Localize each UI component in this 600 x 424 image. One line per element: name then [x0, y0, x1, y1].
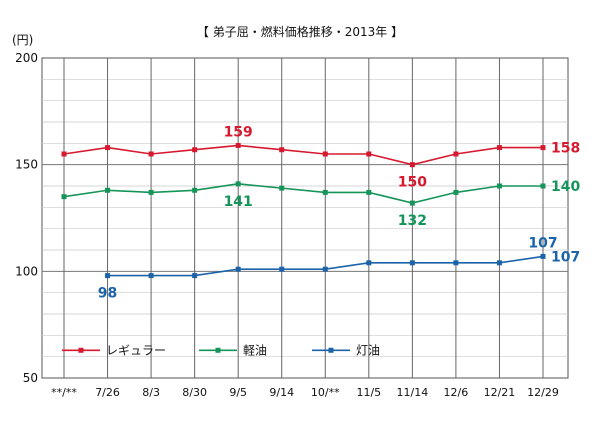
data-label: 132	[398, 213, 427, 229]
data-point	[496, 145, 502, 151]
y-tick-label: 150	[15, 158, 38, 172]
x-tick-label: **/**	[51, 386, 77, 399]
y-tick-label: 200	[15, 51, 38, 65]
legend-label: レギュラー	[106, 343, 166, 357]
data-point	[409, 162, 415, 168]
grid-layer	[41, 57, 569, 379]
chart-title: 【 弟子屈・燃料価格推移・2013年 】	[197, 24, 403, 39]
data-point	[453, 260, 459, 266]
series-layer	[61, 142, 546, 279]
legend-item-1: 軽油	[199, 343, 267, 357]
data-point	[235, 266, 241, 272]
series-line	[63, 144, 543, 166]
data-point	[409, 200, 415, 206]
y-tick-label: 100	[15, 264, 38, 278]
data-point	[105, 187, 111, 193]
legend-label: 軽油	[243, 343, 267, 357]
legend-marker	[78, 347, 84, 353]
data-point	[366, 151, 372, 157]
data-point	[235, 142, 241, 148]
data-label: 158	[551, 141, 580, 157]
x-tick-label: 10/**	[311, 386, 340, 399]
data-point	[453, 189, 459, 195]
data-point	[496, 260, 502, 266]
data-point	[453, 151, 459, 157]
legend-item-0: レギュラー	[62, 343, 166, 357]
data-point	[409, 260, 415, 266]
data-point	[279, 147, 285, 153]
data-label: 107	[528, 235, 557, 251]
legend: レギュラー 軽油 灯油	[62, 343, 380, 357]
plot-frame	[41, 57, 569, 379]
x-tick-label: 9/5	[229, 386, 247, 399]
data-point	[61, 151, 67, 157]
x-tick-label: 12/6	[444, 386, 469, 399]
data-point	[540, 183, 546, 189]
data-point	[148, 151, 154, 157]
series-2	[105, 253, 546, 279]
data-label: 107	[551, 249, 580, 265]
data-point	[105, 145, 111, 151]
data-point	[61, 194, 67, 200]
x-tick-label: 12/21	[484, 386, 516, 399]
legend-item-2: 灯油	[312, 343, 380, 357]
axis-layer: 50 100 150 200 **/** 7/26 8/3 8/30 9/5 9/14 10/** 1…	[15, 51, 559, 399]
data-point	[322, 266, 328, 272]
data-label: 98	[98, 286, 117, 302]
y-tick-label: 50	[23, 371, 38, 385]
x-tick-label: 8/3	[142, 386, 160, 399]
data-point	[366, 189, 372, 195]
data-point	[235, 181, 241, 187]
data-label: 159	[224, 124, 253, 140]
data-point	[496, 183, 502, 189]
data-point	[279, 185, 285, 191]
data-point	[192, 273, 198, 279]
data-point	[192, 187, 198, 193]
series-0	[61, 142, 546, 168]
data-label: 140	[551, 179, 580, 195]
series-1	[61, 181, 546, 206]
data-label: 150	[398, 175, 427, 191]
data-point	[322, 189, 328, 195]
x-tick-label: 7/26	[95, 386, 120, 399]
x-tick-label: 12/29	[527, 386, 559, 399]
x-tick-label: 11/14	[397, 386, 429, 399]
data-point	[148, 189, 154, 195]
data-point	[192, 147, 198, 153]
data-point	[148, 273, 154, 279]
data-point	[279, 266, 285, 272]
x-tick-label: 9/14	[269, 386, 294, 399]
legend-label: 灯油	[356, 343, 380, 357]
data-point	[540, 145, 546, 151]
data-point	[366, 260, 372, 266]
data-label: 141	[224, 194, 253, 210]
data-point	[105, 273, 111, 279]
data-point	[322, 151, 328, 157]
x-tick-label: 11/5	[356, 386, 381, 399]
data-point	[540, 253, 546, 259]
series-line	[63, 183, 543, 204]
x-tick-label: 8/30	[182, 386, 207, 399]
legend-marker	[328, 347, 334, 353]
legend-marker	[215, 347, 221, 353]
y-axis-unit-label: (円)	[12, 33, 33, 47]
